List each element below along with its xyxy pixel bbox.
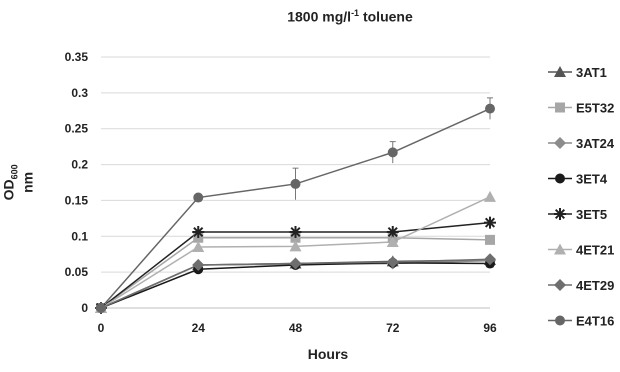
legend-marker-e4t16 [555,315,565,326]
legend-label-4et29: 4ET29 [576,278,614,293]
data-point-4et29 [386,256,399,269]
legend-label-3et5: 3ET5 [576,207,607,222]
series-line-4et21 [100,196,491,309]
x-axis-label: Hours [307,346,349,362]
legend-label-3at1: 3AT1 [576,65,607,80]
data-point-4et21 [192,241,205,253]
legend-marker-4et21 [554,243,566,255]
chart-title: 1800 mg/l-1 toluene [287,8,413,25]
legend-marker-3at24 [554,137,566,149]
data-point-4et29 [289,257,302,270]
y-tick-label: 0.25 [65,122,89,136]
y-tick-label: 0.2 [71,158,88,172]
legend-label-e5t32: E5T32 [576,101,614,116]
data-point-3et5 [192,225,205,238]
legend-marker-4et29 [554,279,566,291]
data-point-e4t16 [193,192,204,203]
y-tick-label: 0.05 [65,265,89,279]
legend-marker-3at1 [554,66,566,77]
legend-marker-3et5 [554,208,566,220]
data-point-3et5 [386,225,399,238]
data-point-4et21 [289,240,302,252]
x-tick-label: 72 [386,321,400,335]
data-point-4et29 [192,258,205,271]
y-tick-label: 0 [81,301,88,315]
x-tick-label: 24 [192,321,206,335]
y-tick-label: 0.35 [65,50,89,64]
x-tick-label: 96 [483,321,497,335]
legend-label-3at24: 3AT24 [576,136,615,151]
data-point-e5t32 [485,234,495,245]
y-tick-label: 0.3 [71,86,88,100]
legend-marker-3et4 [555,173,565,184]
data-point-4et29 [484,253,496,266]
data-point-3et5 [484,216,496,229]
data-point-e4t16 [485,103,495,114]
data-point-3et5 [289,225,302,238]
legend-marker-e5t32 [555,102,565,113]
x-tick-label: 48 [289,321,303,335]
legend-label-4et21: 4ET21 [576,243,614,258]
legend-label-3et4: 3ET4 [576,172,608,187]
data-point-4et21 [386,236,399,248]
data-point-e4t16 [387,147,398,158]
data-point-e4t16 [290,178,301,189]
data-point-e4t16 [96,303,106,313]
y-tick-label: 0.15 [65,193,89,207]
legend-label-e4t16: E4T16 [576,314,614,329]
x-tick-label: 0 [98,321,105,335]
y-tick-label: 0.1 [71,229,88,243]
series-line-e4t16 [100,107,491,309]
data-point-4et21 [484,190,496,202]
